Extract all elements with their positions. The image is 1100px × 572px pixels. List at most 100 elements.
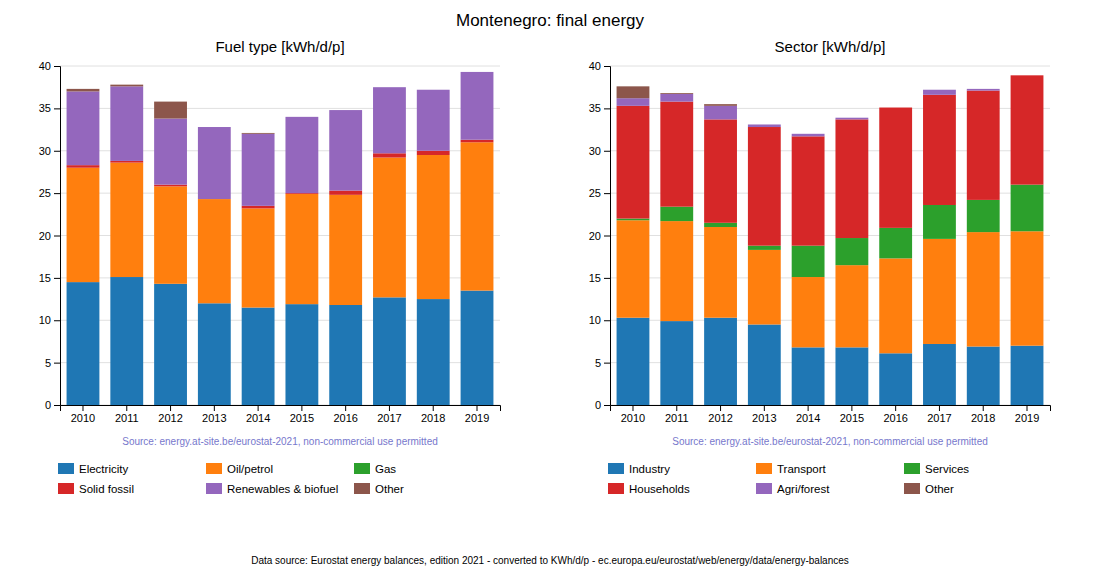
y-tick-label: 0 [45, 399, 51, 411]
y-tick: 35 [39, 102, 60, 114]
bar [198, 127, 231, 199]
y-tick-label: 20 [39, 230, 51, 242]
bar [967, 347, 1000, 405]
bar [373, 87, 406, 153]
bar [879, 108, 912, 228]
x-tick-mark [389, 405, 390, 411]
legend-label: Transport [777, 463, 827, 475]
bar-series [67, 72, 494, 206]
bar [198, 199, 231, 303]
bar [704, 318, 737, 405]
bar [748, 124, 781, 127]
bar [242, 208, 275, 307]
y-tick-label: 40 [589, 60, 601, 72]
bar [1011, 75, 1044, 76]
bar [67, 91, 100, 165]
x-tick-mark [632, 405, 633, 411]
bar [835, 119, 868, 238]
x-tick-label: 2018 [421, 412, 445, 424]
y-tick: 20 [589, 230, 610, 242]
legend-label: Agri/forest [777, 483, 830, 495]
legend: ElectricityOil/petrolGasSolid fossilRene… [58, 463, 404, 495]
legend-swatch [206, 463, 222, 474]
bar [704, 223, 737, 227]
bar-series [617, 89, 1000, 136]
legend-swatch [904, 483, 920, 494]
y-tick: 15 [589, 272, 610, 284]
bar [748, 127, 781, 246]
y-tick-mark [54, 108, 60, 109]
y-tick-label: 40 [39, 60, 51, 72]
y-tick: 0 [45, 399, 60, 411]
x-tick-label: 2019 [1015, 412, 1039, 424]
bar [1011, 346, 1044, 405]
x-axis-line [61, 406, 501, 412]
x-tick: 2016 [883, 405, 907, 424]
y-tick-mark [54, 236, 60, 237]
x-tick-mark [895, 405, 896, 411]
bar [1011, 75, 1044, 76]
bar [285, 193, 318, 194]
bar [967, 91, 1000, 200]
y-tick-label: 30 [589, 145, 601, 157]
grid-line [60, 66, 500, 67]
y-tick: 25 [39, 187, 60, 199]
bar [110, 85, 143, 87]
x-tick: 2013 [202, 405, 226, 424]
x-tick-mark [477, 405, 478, 411]
x-tick: 2019 [1015, 405, 1039, 424]
bar [704, 119, 737, 222]
y-tick-mark [54, 278, 60, 279]
y-tick-label: 30 [39, 145, 51, 157]
bar [835, 347, 868, 405]
x-tick: 2014 [246, 405, 270, 424]
x-tick: 2014 [796, 405, 820, 424]
bar [154, 185, 187, 187]
bar-series [617, 75, 1044, 245]
footer-note: Data source: Eurostat energy balances, e… [251, 555, 849, 566]
bar [660, 94, 693, 102]
y-tick: 0 [595, 399, 610, 411]
x-axis-line [611, 406, 1051, 412]
bar [748, 246, 781, 250]
y-tick: 40 [39, 60, 60, 72]
y-tick: 15 [39, 272, 60, 284]
bar [704, 104, 737, 106]
bar [748, 324, 781, 405]
legend-swatch [904, 463, 920, 474]
legend-item: Other [354, 483, 404, 495]
x-tick-mark [939, 405, 940, 411]
x-tick: 2017 [377, 405, 401, 424]
legend-item: Households [608, 483, 690, 495]
bar [154, 102, 187, 119]
bar [617, 220, 650, 317]
bar [67, 282, 100, 405]
x-tick-label: 2015 [840, 412, 864, 424]
bar [417, 90, 450, 151]
bar [835, 117, 868, 118]
bar [617, 86, 650, 98]
bars [617, 75, 1044, 405]
y-tick-mark [54, 363, 60, 364]
bar [792, 277, 825, 347]
x-tick-mark [983, 405, 984, 411]
bar [660, 221, 693, 321]
bar [461, 140, 494, 143]
bar [792, 246, 825, 277]
bar [417, 299, 450, 405]
y-tick: 10 [589, 314, 610, 326]
bar-series [617, 220, 1044, 353]
legend-item: Agri/forest [756, 483, 830, 495]
x-tick-label: 2010 [71, 412, 95, 424]
source-note: Source: energy.at-site.be/eurostat-2021,… [672, 436, 988, 447]
y-tick-label: 25 [39, 187, 51, 199]
x-tick: 2010 [621, 405, 645, 424]
panel: 0510152025303540201020112012201320142015… [39, 38, 501, 495]
x-tick-label: 2015 [290, 412, 314, 424]
y-tick-mark [604, 193, 610, 194]
grid-line [610, 66, 1050, 67]
x-tick-label: 2014 [246, 412, 270, 424]
legend-item: Oil/petrol [206, 463, 273, 475]
y-tick-label: 35 [589, 102, 601, 114]
y-tick-mark [604, 236, 610, 237]
